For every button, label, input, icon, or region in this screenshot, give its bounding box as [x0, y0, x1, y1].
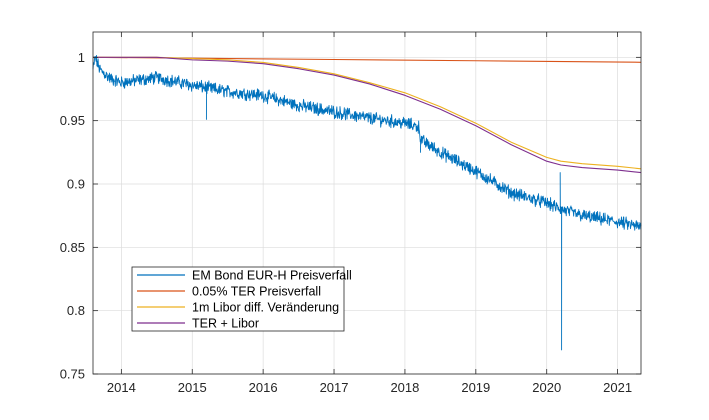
y-axis: 0.75 0.8 0.85 0.9 0.95 1 [60, 50, 641, 382]
series-ter-libor [93, 56, 642, 174]
x-axis: 2014 2015 2016 2017 2018 2019 2020 2021 [107, 32, 632, 395]
legend-label-em-bond: EM Bond EUR-H Preisverfall [192, 269, 352, 283]
y-tick-label-1: 1 [78, 50, 85, 65]
x-tick-label-2021: 2021 [603, 380, 632, 395]
y-tick-label-0.85: 0.85 [60, 240, 85, 255]
y-tick-label-0.9: 0.9 [67, 177, 85, 192]
series-layer [92, 54, 642, 351]
legend-box [131, 266, 345, 332]
x-tick-label-2019: 2019 [461, 380, 490, 395]
y-tick-label-0.8: 0.8 [67, 303, 85, 318]
legend-label-libor: 1m Libor diff. Veränderung [192, 301, 339, 315]
legend: EM Bond EUR-H Preisverfall 0.05% TER Pre… [131, 266, 352, 332]
series-em-bond [92, 54, 642, 351]
y-tick-label-0.95: 0.95 [60, 113, 85, 128]
y-tick-label-0.75: 0.75 [60, 367, 85, 382]
legend-entry-libor: 1m Libor diff. Veränderung [137, 301, 339, 315]
legend-label-ter-libor: TER + Libor [192, 317, 259, 331]
x-tick-label-2020: 2020 [532, 380, 561, 395]
legend-entry-ter-libor: TER + Libor [137, 317, 259, 331]
series-libor [93, 56, 642, 170]
legend-entry-em-bond: EM Bond EUR-H Preisverfall [137, 269, 352, 283]
legend-entry-ter: 0.05% TER Preisverfall [137, 285, 321, 299]
x-tick-label-2016: 2016 [249, 380, 278, 395]
axes-box [92, 31, 642, 375]
legend-label-ter: 0.05% TER Preisverfall [192, 285, 321, 299]
x-tick-label-2015: 2015 [178, 380, 207, 395]
x-tick-label-2017: 2017 [320, 380, 349, 395]
x-tick-label-2014: 2014 [107, 380, 136, 395]
x-tick-label-2018: 2018 [390, 380, 419, 395]
